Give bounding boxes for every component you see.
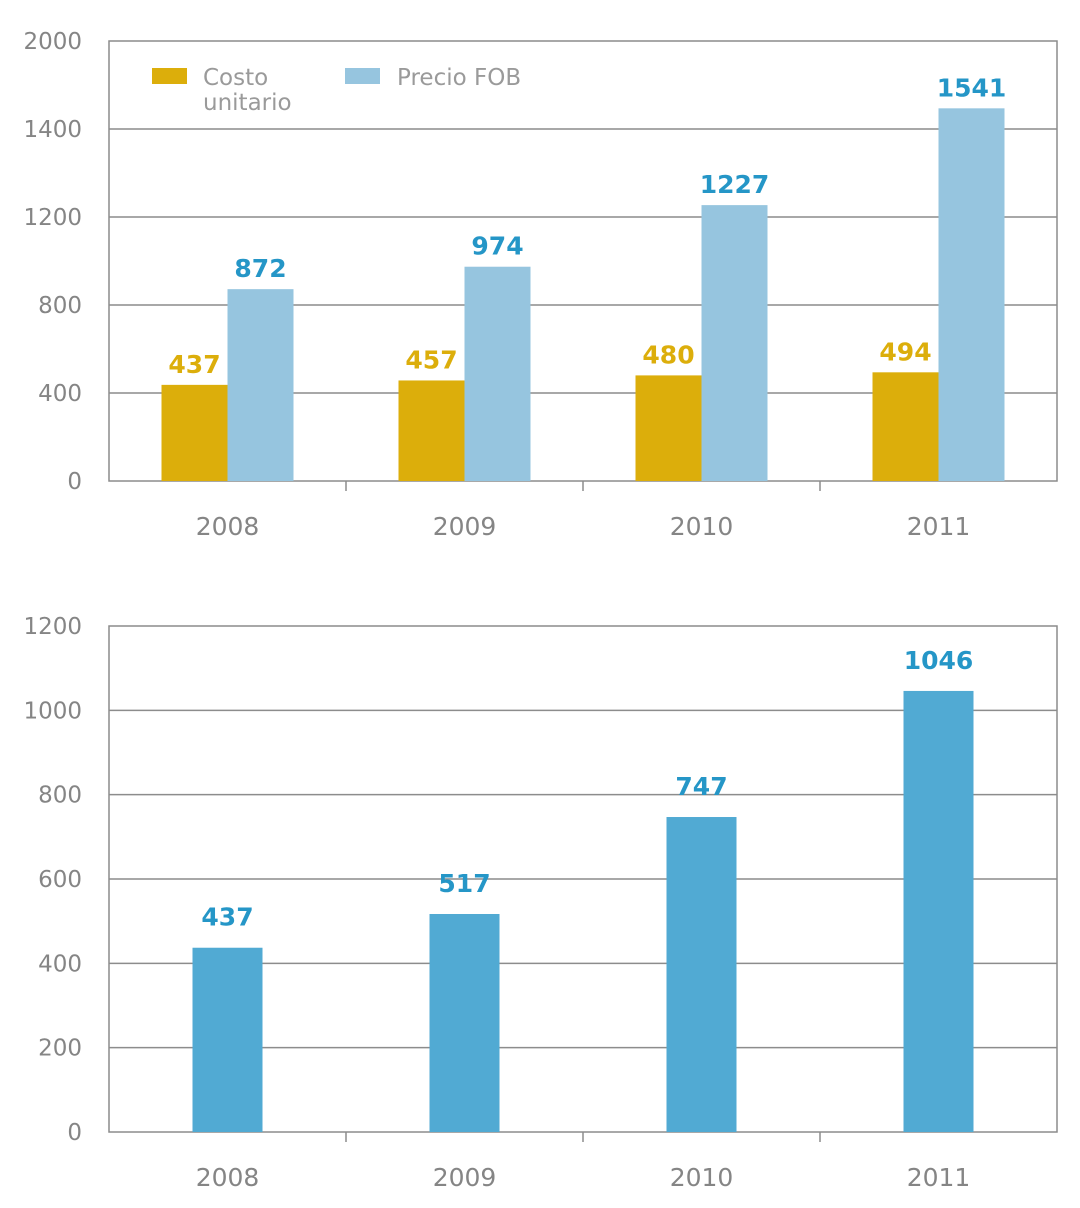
data-label: 747 bbox=[675, 772, 727, 801]
data-label: 457 bbox=[405, 345, 457, 374]
single-series-bar-chart: 0 200 400 600 800 1000 1200 437 2008 517 2009 747 20… bbox=[23, 614, 1058, 1192]
data-label: 437 bbox=[168, 350, 220, 379]
bar bbox=[192, 947, 263, 1132]
x-tick-label: 2011 bbox=[907, 1163, 971, 1192]
x-tick-label: 2011 bbox=[907, 512, 971, 541]
bar bbox=[227, 289, 294, 481]
bar bbox=[666, 817, 737, 1132]
bar bbox=[161, 384, 228, 481]
x-tick-label: 2008 bbox=[196, 512, 260, 541]
y-tick-label: 1000 bbox=[23, 698, 82, 724]
bar bbox=[635, 375, 702, 481]
bar bbox=[872, 372, 939, 481]
legend-swatch bbox=[152, 68, 187, 84]
bar bbox=[398, 380, 465, 481]
bar bbox=[464, 266, 531, 481]
y-tick-label: 0 bbox=[67, 1120, 82, 1146]
y-tick-label: 400 bbox=[38, 381, 82, 407]
x-tick-label: 2009 bbox=[433, 1163, 497, 1192]
bar bbox=[701, 205, 768, 481]
y-tick-label: 800 bbox=[38, 783, 82, 809]
data-label: 437 bbox=[201, 903, 253, 932]
cost-price-bar-chart: 0 400 800 1200 1400 2000 437 872 2008 457 974 2009 4… bbox=[23, 29, 1058, 541]
legend-swatch bbox=[345, 68, 380, 84]
x-tick-label: 2009 bbox=[433, 512, 497, 541]
data-label: 517 bbox=[438, 869, 490, 898]
legend-label: Precio FOB bbox=[397, 65, 521, 91]
y-tick-label: 800 bbox=[38, 293, 82, 319]
y-tick-label: 1400 bbox=[23, 117, 82, 143]
data-label: 1227 bbox=[700, 170, 770, 199]
bar bbox=[938, 108, 1005, 481]
data-label: 872 bbox=[234, 254, 286, 283]
y-tick-label: 200 bbox=[38, 1036, 82, 1062]
x-tick-label: 2010 bbox=[670, 1163, 734, 1192]
data-label: 1046 bbox=[904, 646, 974, 675]
y-tick-label: 1200 bbox=[23, 614, 82, 640]
y-tick-label: 400 bbox=[38, 951, 82, 977]
legend-label: Costo unitario bbox=[203, 65, 292, 116]
data-label: 494 bbox=[879, 337, 931, 366]
y-tick-label: 1200 bbox=[23, 205, 82, 231]
y-tick-label: 2000 bbox=[23, 29, 82, 55]
data-label: 480 bbox=[642, 340, 694, 369]
data-label: 974 bbox=[471, 232, 523, 261]
x-tick-label: 2010 bbox=[670, 512, 734, 541]
y-tick-label: 600 bbox=[38, 867, 82, 893]
bar bbox=[903, 690, 974, 1132]
y-tick-label: 0 bbox=[67, 469, 82, 495]
data-label: 1541 bbox=[937, 73, 1007, 102]
bar bbox=[429, 913, 500, 1132]
x-tick-label: 2008 bbox=[196, 1163, 260, 1192]
